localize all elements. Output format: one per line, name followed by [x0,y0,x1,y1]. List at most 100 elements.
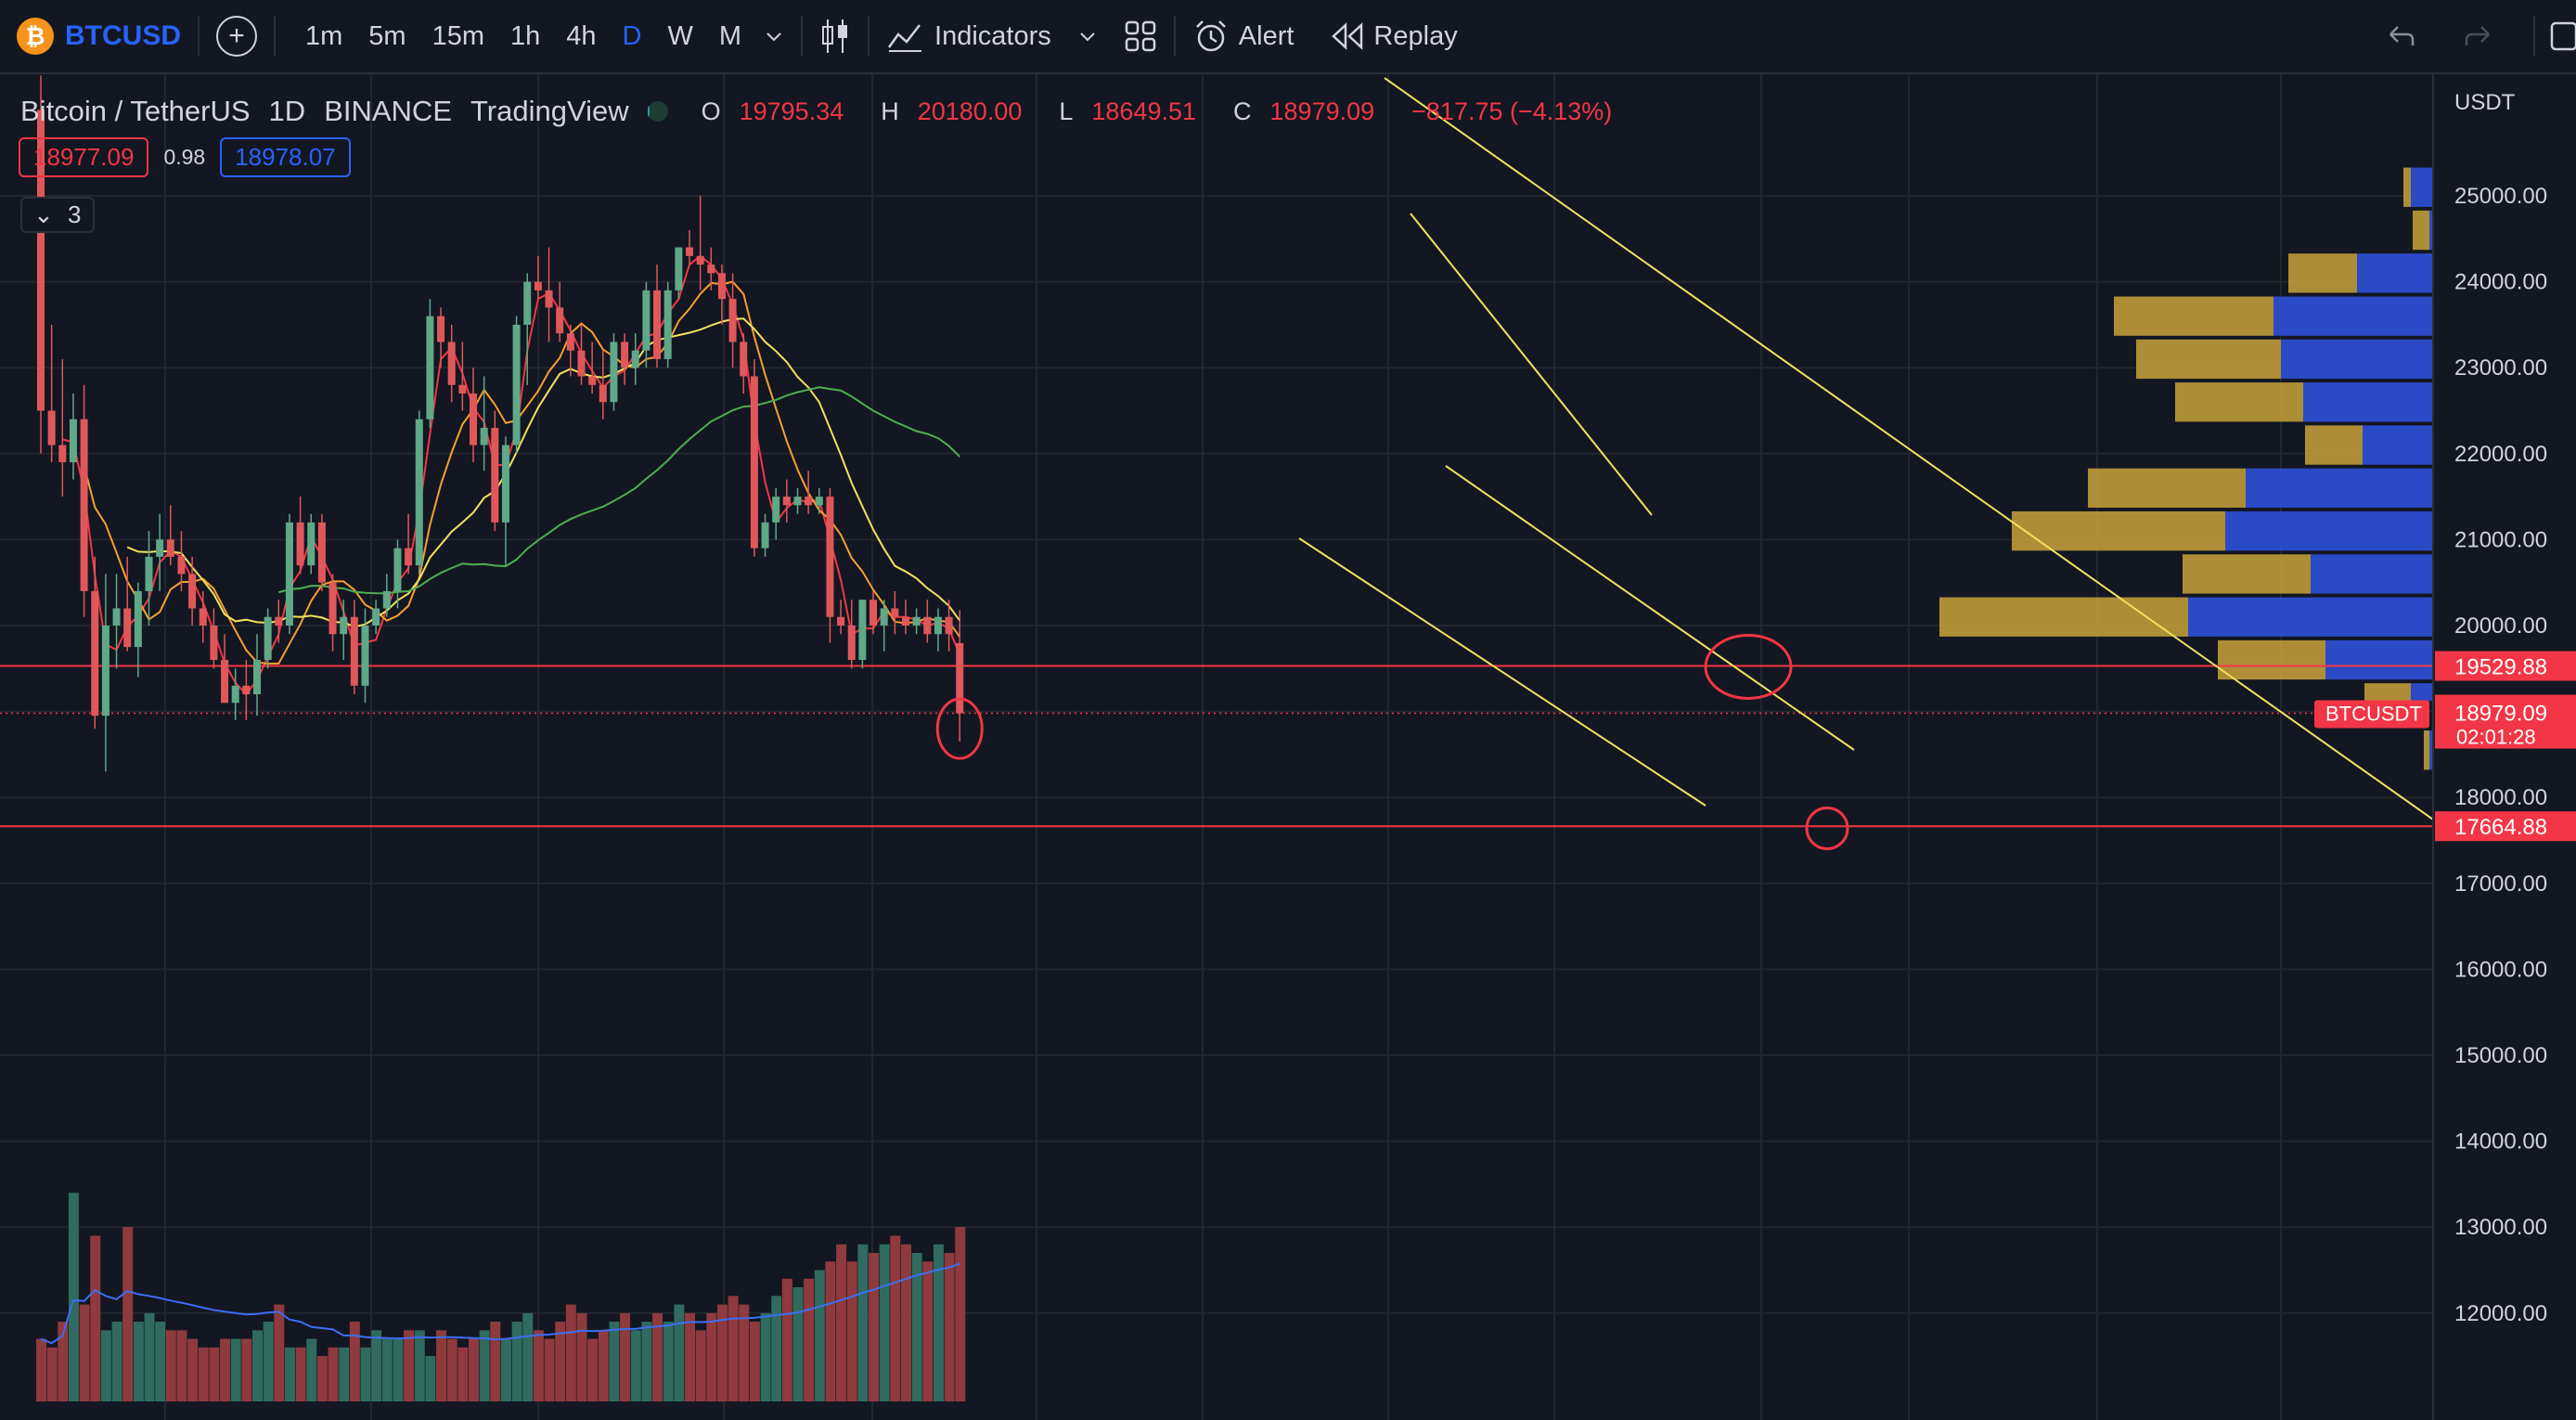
circle-annotation [1805,807,1849,851]
ask-price-button[interactable]: 18978.07 [220,137,351,177]
indicators-button[interactable]: Indicators [886,19,1051,53]
volume-bar [695,1330,706,1401]
candle-body [728,299,737,342]
market-status-icon[interactable] [647,101,668,122]
indicators-collapse-button[interactable]: ⌄ 3 [20,197,95,233]
volume-bar [198,1347,209,1401]
candle-body [91,590,99,716]
timeframe-15m-button[interactable]: 15m [431,20,485,51]
volume-bar [846,1261,857,1401]
timeframe-4h-button[interactable]: 4h [566,20,597,51]
candle-body [307,522,316,566]
ma-long-line [278,386,961,595]
volume-bar [306,1338,317,1401]
volume-bar [901,1244,911,1401]
volume-bar [155,1322,166,1401]
candle-body [285,522,293,626]
timeframe-m-button[interactable]: M [718,20,742,51]
candle-body [523,281,532,325]
candle-body [275,616,283,626]
candle-body [805,497,813,506]
volume-bar [760,1312,771,1401]
chart-grid [0,74,2433,1420]
candle-body [761,522,769,549]
volume-bar [728,1296,739,1401]
volume-bar [469,1338,479,1401]
volume-profile-up-bar [2403,167,2411,207]
candle-body [750,376,758,549]
volume-bar [652,1312,663,1401]
volume-bar [457,1347,469,1401]
volume-bar [381,1338,393,1401]
candle-body [556,307,564,334]
ma-medium-line [83,280,961,665]
ohlc-change: −817.75 (−4.13%) [1411,97,1613,125]
volume-profile-down-bar [2429,210,2433,251]
timeframe-5m-button[interactable]: 5m [368,20,406,51]
timeframe-1h-button[interactable]: 1h [510,20,541,51]
price-chart[interactable]: USDT 25000.00 24000.00 23000.00 22000.00 210… [0,74,2576,1420]
candle-body [188,574,197,609]
level-price-tag [2435,651,2576,681]
candlesticks [37,75,964,772]
replay-label: Replay [1373,20,1458,51]
fullscreen-icon[interactable] [2548,19,2576,53]
compare-add-button[interactable]: + [216,16,257,57]
price-tick-label: 15000.00 [2454,1043,2547,1068]
candle-body [145,556,153,591]
volume-bar [68,1193,79,1401]
bid-price-button[interactable]: 18977.09 [19,137,149,177]
timeframe-w-button[interactable]: W [667,20,693,51]
timeframe-d-button[interactable]: D [622,20,642,51]
timeframe-dropdown-icon[interactable] [764,26,784,46]
candle-body [740,342,748,377]
undo-icon[interactable] [2387,23,2416,49]
candle-body [675,247,683,290]
price-tick-label: 14000.00 [2454,1130,2547,1155]
volume-profile-up-bar [2012,510,2225,551]
candle-body [837,616,845,626]
timeframe-1m-button[interactable]: 1m [305,20,343,51]
indicators-dropdown-icon[interactable] [1077,26,1098,46]
candle-body [826,497,834,617]
volume-bar [274,1304,285,1401]
candle-body [534,281,542,290]
volume-bar [295,1347,306,1401]
moving-averages [62,254,961,696]
alarm-clock-icon [1195,20,1226,52]
volume-bar [587,1338,599,1401]
alert-button[interactable]: Alert [1192,18,1294,55]
currency-selector[interactable]: USDT [2454,90,2516,115]
volume-bar [792,1287,804,1401]
ma-slow-line [126,317,961,628]
candle-body [447,342,456,385]
candle-body [166,539,174,557]
volume-bar [825,1261,836,1401]
chart-area[interactable]: USDT 25000.00 24000.00 23000.00 22000.00 210… [0,74,2576,1420]
candle-body [361,626,369,686]
candle-body [480,428,488,445]
chart-type-candles-icon[interactable] [819,18,851,55]
trendline [1298,537,1707,807]
volume-bar [522,1312,534,1401]
redo-icon[interactable] [2463,23,2492,49]
candle-body [58,445,67,463]
volume-bar [46,1347,58,1401]
volume-profile-down-bar [2311,554,2433,594]
chart-legend: Bitcoin / TetherUS 1D BINANCE TradingVie… [20,95,1649,128]
candle-body [177,556,186,574]
volume-bar [100,1330,111,1401]
circle-annotations [935,633,1849,851]
ohlc-close: C 18979.09 [1233,97,1375,125]
volume-profile-down-bar [2273,296,2433,336]
volume-profile-down-bar [2411,683,2433,702]
volume-profile-down-bar [2188,597,2433,637]
volume-profile-up-bar [1939,597,2188,637]
candle-body [793,497,802,506]
symbol-search-button[interactable]: BTCUSD [65,20,181,51]
toolbar-divider [801,16,804,57]
replay-button[interactable]: Replay [1331,20,1458,52]
toolbar-divider [1173,16,1176,57]
layout-grid-icon[interactable] [1124,19,1157,53]
